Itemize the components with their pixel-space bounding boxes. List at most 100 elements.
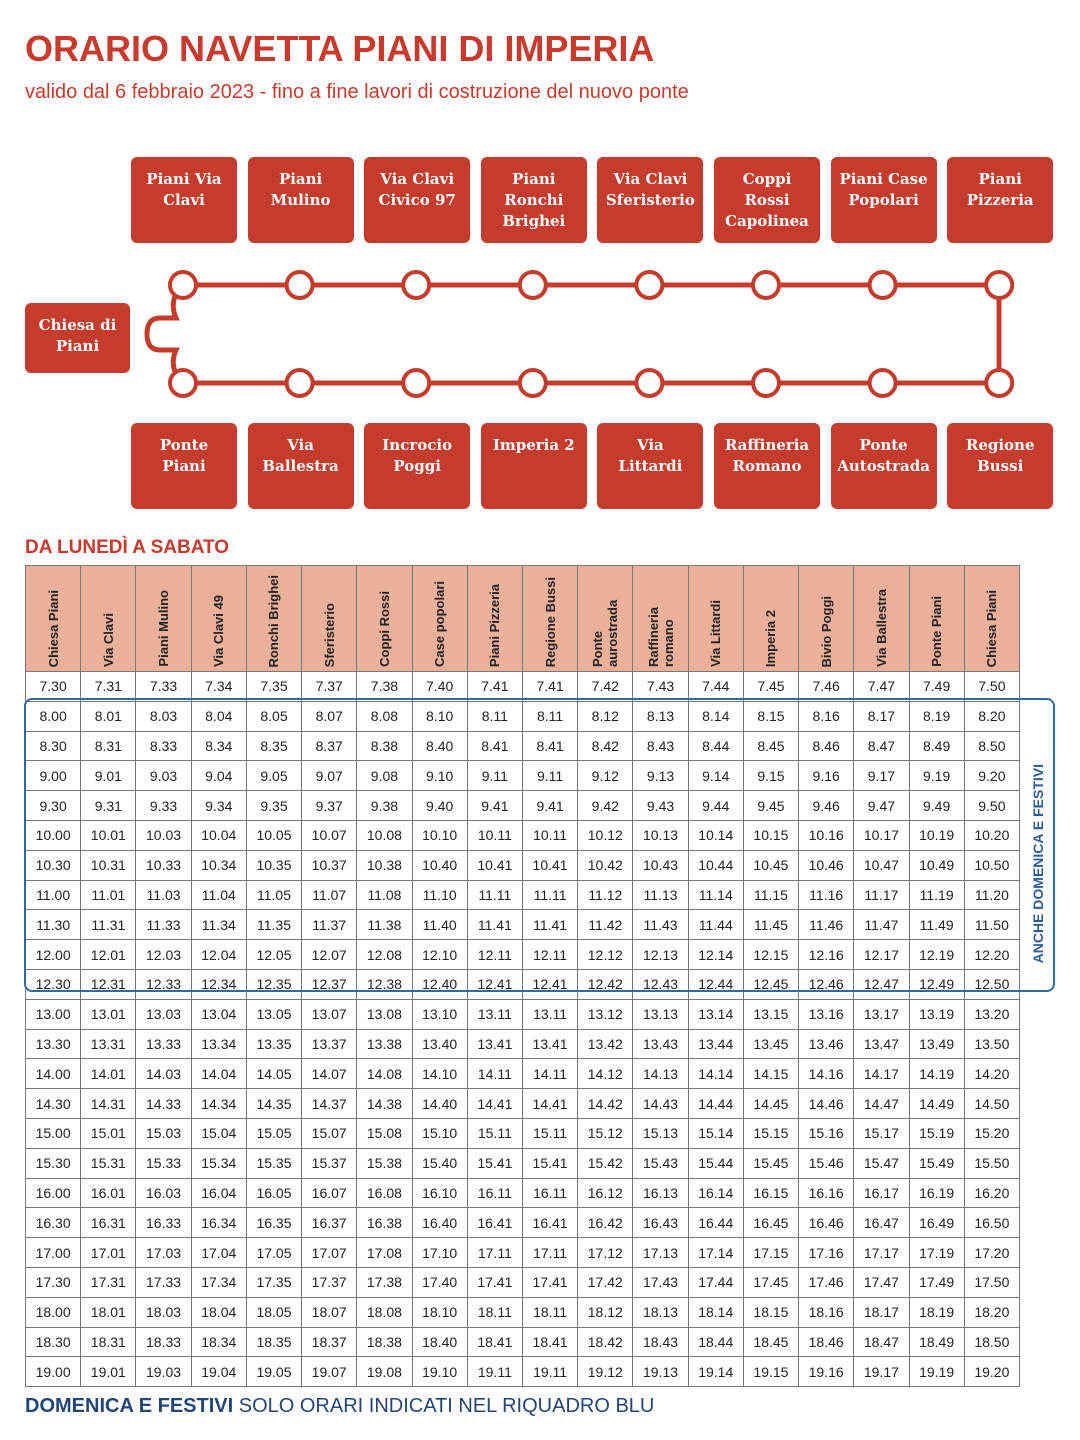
time-cell: 9.43 [632, 790, 689, 821]
time-cell: 11.30 [24, 909, 82, 941]
stop-dot [867, 368, 898, 398]
time-cell: 16.17 [853, 1177, 910, 1209]
time-cell: 16.44 [687, 1207, 744, 1239]
time-cell: 12.49 [908, 968, 965, 1000]
time-cell: 16.00 [24, 1177, 82, 1209]
time-cell: 12.11 [466, 939, 523, 970]
time-cell: 18.04 [190, 1296, 247, 1328]
time-cell: 13.19 [908, 998, 965, 1030]
time-cell: 15.15 [742, 1117, 800, 1149]
time-cell: 14.50 [963, 1088, 1021, 1119]
time-cell: 12.01 [80, 939, 137, 970]
time-cell: 13.50 [963, 1028, 1021, 1060]
time-cell: 13.35 [245, 1028, 303, 1060]
column-header-text: Via Clavi 49 [211, 594, 227, 667]
time-cell: 16.43 [632, 1207, 689, 1239]
time-cell: 14.42 [577, 1088, 634, 1119]
column-header-text: Coppi Rossi [376, 591, 392, 667]
time-cell: 18.41 [521, 1326, 579, 1358]
row: 18.00 18.01 18.03 18.04 18.05 18.07 18.08 18.10… [24, 1296, 1021, 1328]
time-cell: 12.43 [632, 968, 689, 1000]
row: 15.30 15.31 15.33 15.34 15.35 15.37 15.38 15.40… [24, 1147, 1021, 1179]
time-cell: 10.43 [632, 849, 689, 881]
time-cell: 16.12 [577, 1177, 634, 1209]
time-cell: 17.15 [742, 1237, 800, 1268]
time-cell: 19.11 [466, 1356, 523, 1388]
time-cell: 18.11 [466, 1296, 523, 1328]
column-header-text: Ronchi Brighei [266, 574, 282, 667]
column-header: Via Ballestra [853, 565, 910, 672]
time-cell: 15.37 [301, 1147, 358, 1179]
time-cell: 14.00 [24, 1058, 82, 1090]
time-cell: 16.35 [245, 1207, 303, 1239]
time-cell: 17.00 [24, 1237, 82, 1268]
time-cell: 8.31 [80, 730, 137, 762]
time-cell: 18.30 [24, 1326, 82, 1358]
time-cell: 11.01 [80, 879, 137, 911]
timetable: Chiesa Piani Via Clavi Piani Mulino Via Cla… [24, 565, 1021, 1388]
time-cell: 14.05 [245, 1058, 303, 1090]
time-cell: 13.05 [245, 998, 303, 1030]
time-cell: 9.49 [908, 790, 965, 821]
time-cell: 15.33 [135, 1147, 192, 1179]
time-cell: 12.16 [798, 939, 855, 970]
time-cell: 14.13 [632, 1058, 689, 1090]
column-header: Sferisterio [301, 565, 358, 672]
time-cell: 16.07 [301, 1177, 358, 1209]
time-cell: 17.34 [190, 1266, 247, 1298]
column-header-text: Case popolari [432, 581, 448, 667]
time-cell: 17.35 [245, 1266, 303, 1298]
time-cell: 7.38 [356, 671, 413, 702]
time-cell: 16.20 [963, 1177, 1021, 1209]
time-cell: 15.35 [245, 1147, 303, 1179]
time-cell: 9.16 [798, 760, 855, 792]
time-cell: 10.44 [687, 849, 744, 881]
time-cell: 10.08 [356, 819, 413, 851]
time-cell: 15.30 [24, 1147, 82, 1179]
stop-box: Regione Bussi [947, 423, 1054, 509]
time-cell: 17.38 [356, 1266, 413, 1298]
time-cell: 16.34 [190, 1207, 247, 1239]
time-cell: 19.17 [853, 1356, 910, 1388]
time-cell: 11.34 [190, 909, 247, 941]
time-cell: 9.47 [853, 790, 910, 821]
time-cell: 10.05 [245, 819, 303, 851]
time-cell: 10.16 [798, 819, 855, 851]
time-cell: 14.31 [80, 1088, 137, 1119]
time-cell: 11.20 [963, 879, 1021, 911]
time-cell: 10.42 [577, 849, 634, 881]
time-cell: 11.04 [190, 879, 247, 911]
stop-dot [984, 270, 1015, 300]
stop-dot [984, 368, 1015, 398]
time-cell: 17.40 [411, 1266, 468, 1298]
time-cell: 14.43 [632, 1088, 689, 1119]
time-cell: 9.35 [245, 790, 303, 821]
time-cell: 14.19 [908, 1058, 965, 1090]
column-header: Coppi Rossi [356, 565, 413, 672]
time-cell: 10.17 [853, 819, 910, 851]
time-cell: 14.33 [135, 1088, 192, 1119]
time-cell: 14.49 [908, 1088, 965, 1119]
time-cell: 13.34 [190, 1028, 247, 1060]
time-cell: 9.33 [135, 790, 192, 821]
column-header-text: Ponte Piani [929, 596, 945, 667]
time-cell: 7.41 [466, 671, 523, 702]
time-cell: 13.14 [687, 998, 744, 1030]
time-cell: 17.14 [687, 1237, 744, 1268]
time-cell: 14.08 [356, 1058, 413, 1090]
time-cell: 16.41 [521, 1207, 579, 1239]
time-cell: 11.05 [245, 879, 303, 911]
time-cell: 7.31 [80, 671, 137, 702]
column-header: Ponte aurostrada [577, 565, 634, 672]
time-cell: 11.50 [963, 909, 1021, 941]
column-header-text: Via Clavi [100, 613, 116, 667]
footer-text: SOLO ORARI INDICATI NEL RIQUADRO BLU [238, 1395, 655, 1417]
stop-dot [401, 270, 432, 300]
footer: DOMENICA E FESTIVI SOLO ORARI INDICATI N… [25, 1395, 654, 1418]
stop-dot [634, 368, 665, 398]
time-cell: 17.31 [80, 1266, 137, 1298]
time-cell: 11.33 [135, 909, 192, 941]
time-cell: 18.17 [853, 1296, 910, 1328]
time-cell: 14.30 [24, 1088, 82, 1119]
time-cell: 14.41 [521, 1088, 579, 1119]
